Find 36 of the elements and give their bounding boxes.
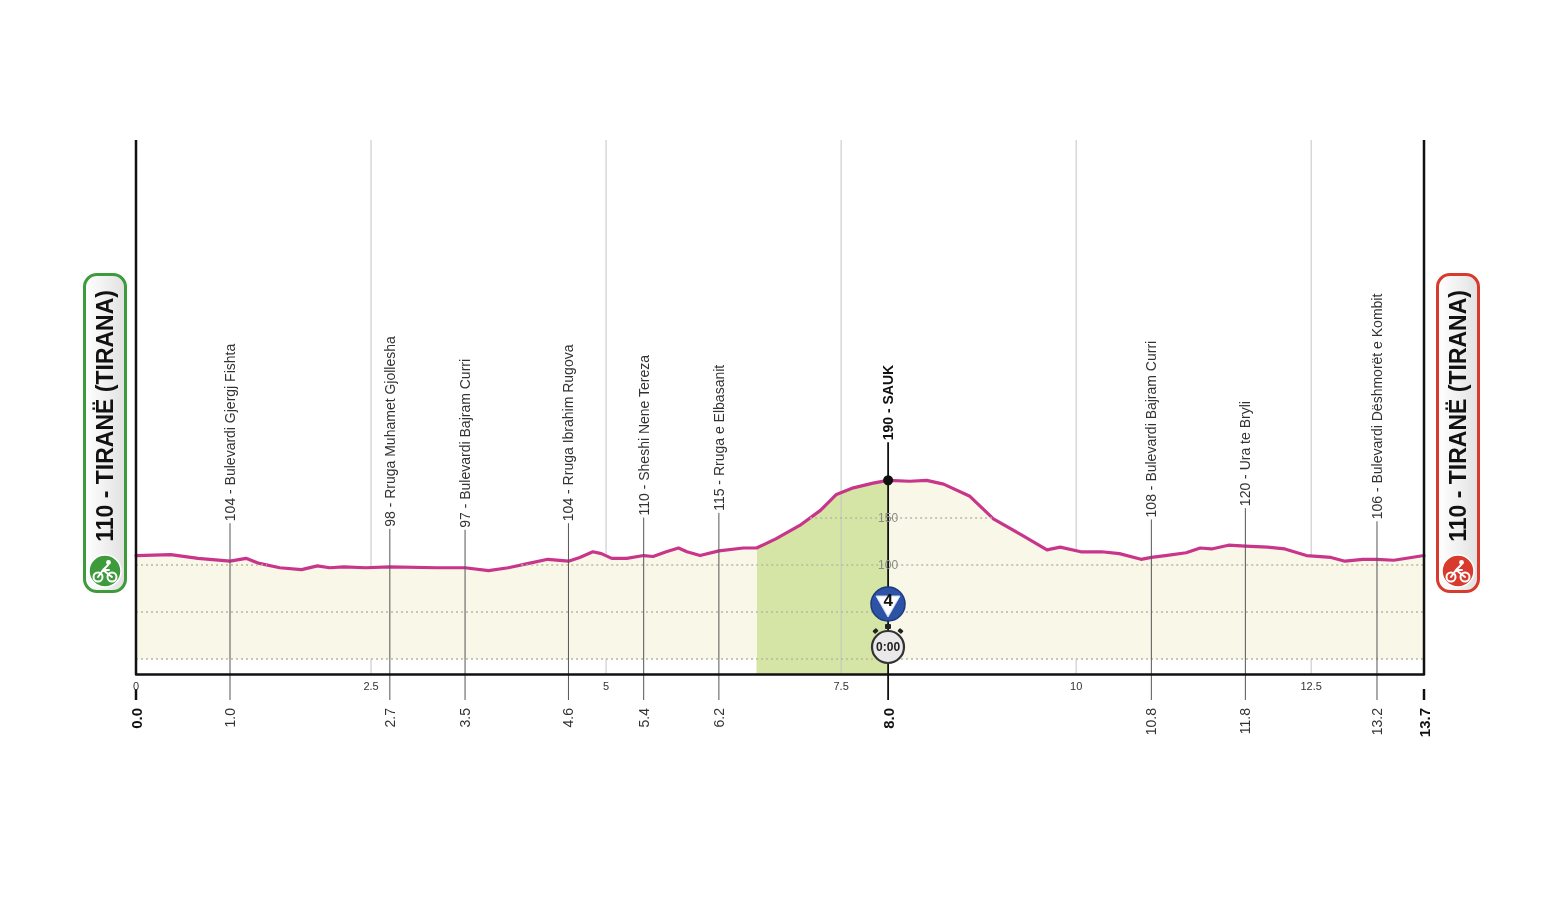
x2-tick-label: 1.0 — [222, 707, 239, 728]
x2-tick-label: 3.5 — [457, 707, 474, 728]
x2-tick-label: 2.7 — [381, 707, 398, 728]
x2-tick-label: 13.7 — [1415, 708, 1433, 738]
annotation: 0:00 — [876, 640, 901, 654]
x2-tick-label: 10.8 — [1143, 707, 1160, 736]
annotation: 108 - Bulevardi Bajram Curri — [1143, 340, 1160, 518]
annotation: 104 - Rruga Ibrahim Rugova — [560, 344, 577, 522]
x-tick-label: 10 — [1070, 679, 1083, 692]
annotation: 115 - Rruga e Elbasanit — [710, 364, 727, 511]
annotation: 4 — [883, 590, 893, 610]
x-tick-label: 12.5 — [1300, 679, 1322, 692]
label-badge: 110 - TIRANË (TIRANA) — [1436, 272, 1480, 593]
x2-tick-label: 11.8 — [1237, 707, 1254, 735]
annotation: 98 - Rruga Muhamet Gjollesha — [381, 335, 398, 527]
annotation: 190 - SAUK — [880, 364, 897, 441]
x2-tick-label: 6.2 — [710, 707, 727, 728]
x2-tick-label: 5.4 — [635, 707, 652, 728]
annotation: 120 - Ura te Bryli — [1237, 401, 1254, 507]
x2-tick-label: 13.2 — [1368, 707, 1385, 736]
label-badge: 110 - TIRANË (TIRANA) — [83, 272, 127, 593]
annotation: 110 - TIRANË (TIRANA) — [1444, 289, 1471, 542]
y-tick-label: 150 — [878, 510, 899, 525]
annotation: 97 - Bulevardi Bajram Curri — [457, 358, 474, 528]
x2-tick-label: 4.6 — [560, 707, 577, 728]
x-tick-label: 7.5 — [833, 679, 849, 692]
annotation: 106 - Bulevardi Dëshmorët e Kombit — [1368, 293, 1385, 520]
annotation: 110 - Sheshi Nene Tereza — [635, 354, 652, 516]
x2-tick-label: 0.0 — [127, 708, 145, 729]
x-tick-label: 2.5 — [363, 679, 379, 692]
annotation: 104 - Bulevardi Gjergj Fishta — [222, 343, 239, 522]
x-tick-label: 0 — [132, 679, 140, 692]
x-tick-label: 5 — [603, 679, 610, 692]
x2-tick-label: 8.0 — [879, 708, 897, 729]
y-tick-label: 100 — [878, 557, 899, 572]
annotation: 110 - TIRANË (TIRANA) — [91, 289, 118, 542]
